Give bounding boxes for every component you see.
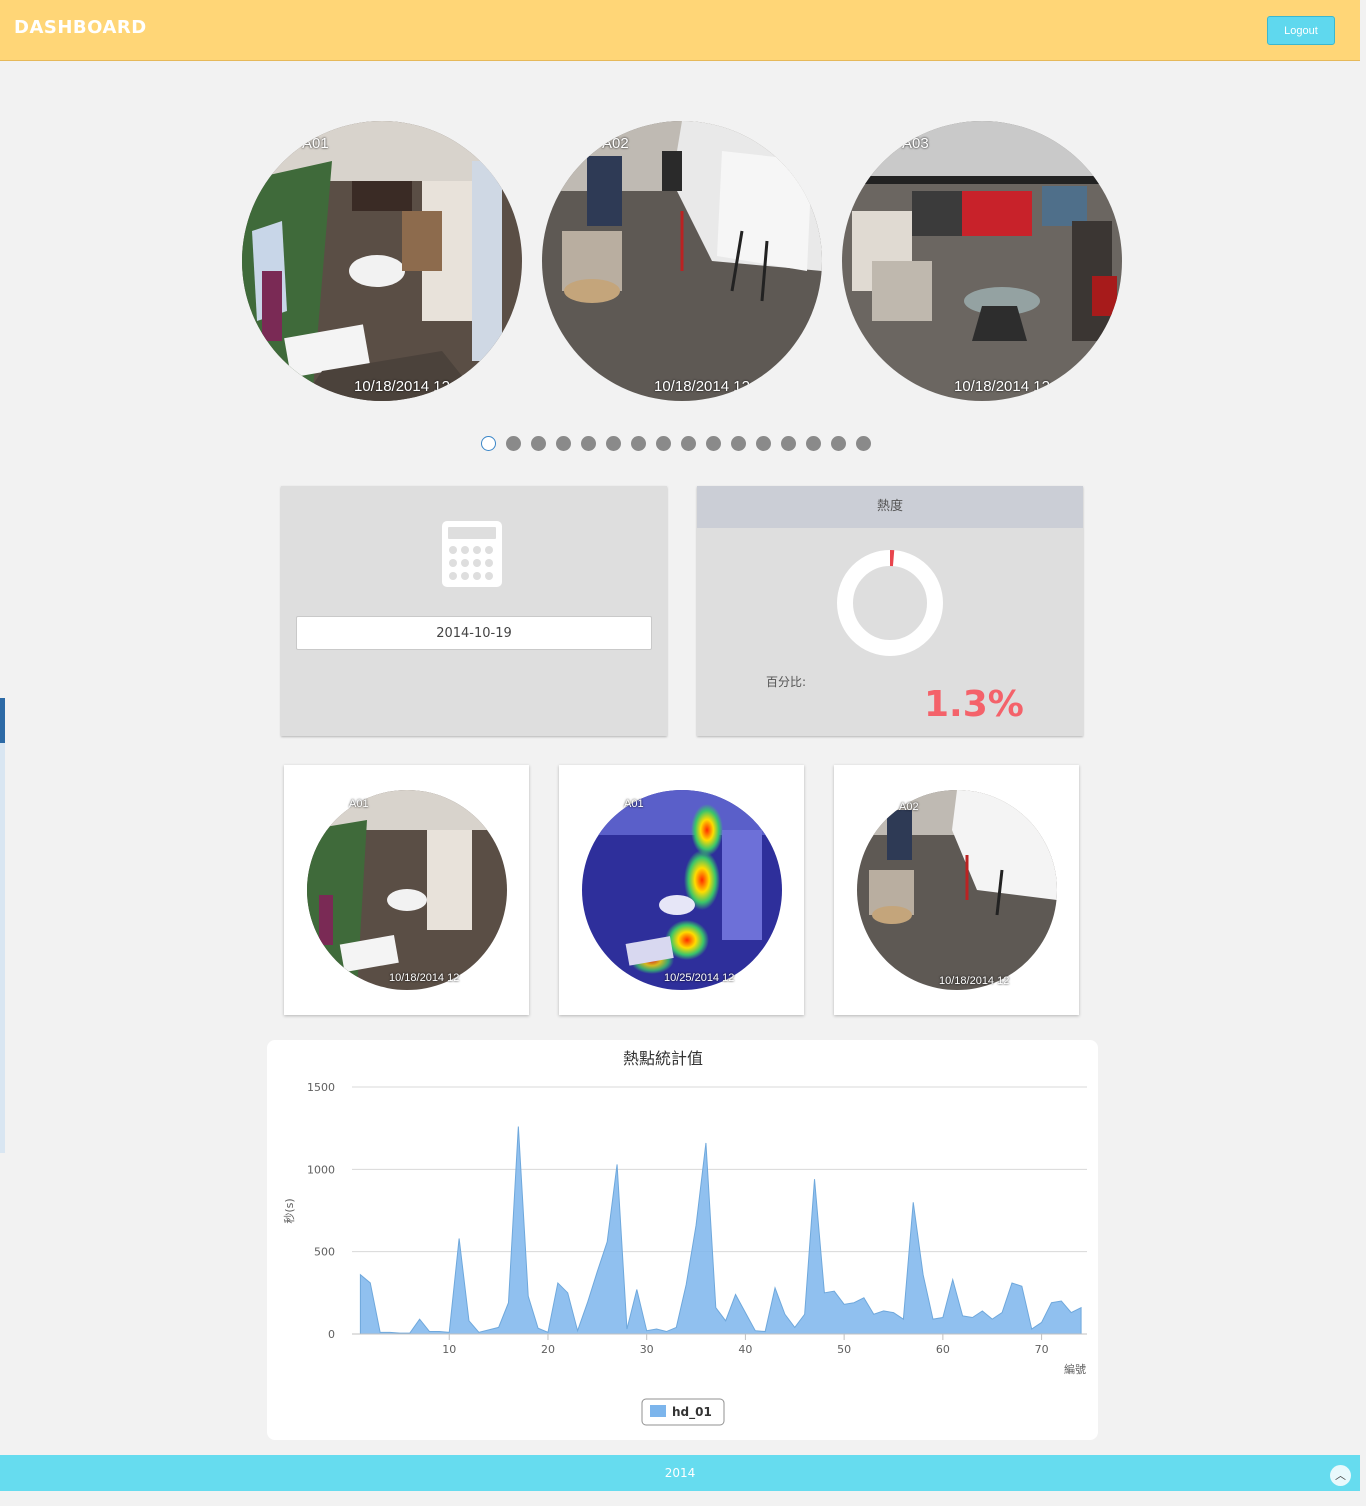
hotspot-chart-card: 熱點統計值 0 500 1000 1500 10 20 30 40 50 60 70 編號 秒(s) hd_… [267, 1040, 1098, 1440]
y-tick-label: 0 [328, 1328, 335, 1341]
app-title: DASHBOARD [14, 17, 147, 38]
x-tick-label: 70 [1035, 1343, 1049, 1356]
carousel-dot[interactable] [606, 436, 621, 451]
carousel-dot[interactable] [481, 436, 496, 451]
percent-label: 百分比: [766, 675, 807, 689]
date-input[interactable] [296, 616, 652, 650]
thumbnail-label: A01 [624, 798, 644, 810]
legend-swatch-hd_01 [650, 1405, 666, 1417]
carousel-dot[interactable] [831, 436, 846, 451]
carousel-dot[interactable] [731, 436, 746, 451]
carousel-dot[interactable] [706, 436, 721, 451]
thumbnail-card-2[interactable]: A01 10/25/2014 12 [559, 765, 804, 1015]
carousel-dot[interactable] [531, 436, 546, 451]
camera-view-3[interactable]: A03 10/18/2014 12 [842, 121, 1122, 401]
x-tick-label: 60 [936, 1343, 950, 1356]
y-tick-label: 500 [314, 1246, 335, 1259]
camera-label: A03 [902, 135, 929, 152]
footer: 2014 [0, 1455, 1360, 1491]
camera-view-2[interactable]: A02 10/18/2014 12 [542, 121, 822, 401]
carousel-dot[interactable] [681, 436, 696, 451]
chart-title: 熱點統計值 [623, 1049, 703, 1068]
thumbnail-label: A01 [349, 798, 369, 810]
heatmap-image [582, 790, 782, 990]
heat-panel-title: 熱度 [697, 486, 1083, 528]
series-area-hd_01 [359, 1126, 1082, 1335]
heat-panel: 熱度 百分比: 1.3% [697, 486, 1083, 736]
camera-label: A01 [302, 135, 329, 152]
thumbnail-image [307, 790, 507, 990]
camera-label: A02 [602, 135, 629, 152]
top-navbar: DASHBOARD Logout [0, 0, 1360, 61]
hotspot-area-chart: 熱點統計值 0 500 1000 1500 10 20 30 40 50 60 70 編號 秒(s) hd_… [282, 1049, 1087, 1426]
thumbnail-label: A02 [899, 801, 919, 813]
y-tick-label: 1500 [307, 1081, 335, 1094]
x-tick-label: 20 [541, 1343, 555, 1356]
thumbnail-image [857, 790, 1057, 990]
x-tick-label: 50 [837, 1343, 851, 1356]
y-axis-label: 秒(s) [282, 1198, 296, 1223]
percent-value: 1.3% [924, 684, 1024, 725]
y-tick-label: 1000 [307, 1163, 335, 1176]
camera-timestamp: 10/18/2014 12 [954, 378, 1050, 395]
carousel-dot[interactable] [856, 436, 871, 451]
camera-image [542, 121, 822, 401]
carousel-dot[interactable] [581, 436, 596, 451]
x-tick-label: 10 [442, 1343, 456, 1356]
logout-button[interactable]: Logout [1267, 16, 1335, 45]
chevron-up-icon: ︿ [1335, 1469, 1346, 1482]
thumbnail-timestamp: 10/25/2014 12 [664, 972, 735, 984]
heat-donut-gauge [837, 550, 943, 656]
x-axis-label: 編號 [1064, 1362, 1086, 1376]
thumbnail-timestamp: 10/18/2014 12 [389, 972, 460, 984]
camera-timestamp: 10/18/2014 12 [654, 378, 750, 395]
side-scroll-tab[interactable] [0, 698, 5, 1153]
thumbnail-card-3[interactable]: A02 10/18/2014 12 [834, 765, 1079, 1015]
x-tick-label: 30 [640, 1343, 654, 1356]
thumbnail-card-1[interactable]: A01 10/18/2014 12 [284, 765, 529, 1015]
carousel-dot[interactable] [756, 436, 771, 451]
carousel-dot[interactable] [506, 436, 521, 451]
carousel-pagination [481, 436, 881, 452]
carousel-dot[interactable] [781, 436, 796, 451]
camera-image [242, 121, 522, 401]
camera-timestamp: 10/18/2014 12 [354, 378, 450, 395]
calculator-icon [442, 521, 502, 587]
thumbnail-timestamp: 10/18/2014 12 [939, 975, 1010, 987]
legend-label-hd_01: hd_01 [672, 1405, 712, 1420]
carousel-dot[interactable] [556, 436, 571, 451]
camera-image [842, 121, 1122, 401]
x-tick-label: 40 [738, 1343, 752, 1356]
carousel-dot[interactable] [631, 436, 646, 451]
carousel-dot[interactable] [656, 436, 671, 451]
carousel-dot[interactable] [806, 436, 821, 451]
date-panel [281, 486, 667, 736]
scroll-to-top-button[interactable]: ︿ [1330, 1465, 1351, 1486]
camera-view-1[interactable]: A01 10/18/2014 12 [242, 121, 522, 401]
